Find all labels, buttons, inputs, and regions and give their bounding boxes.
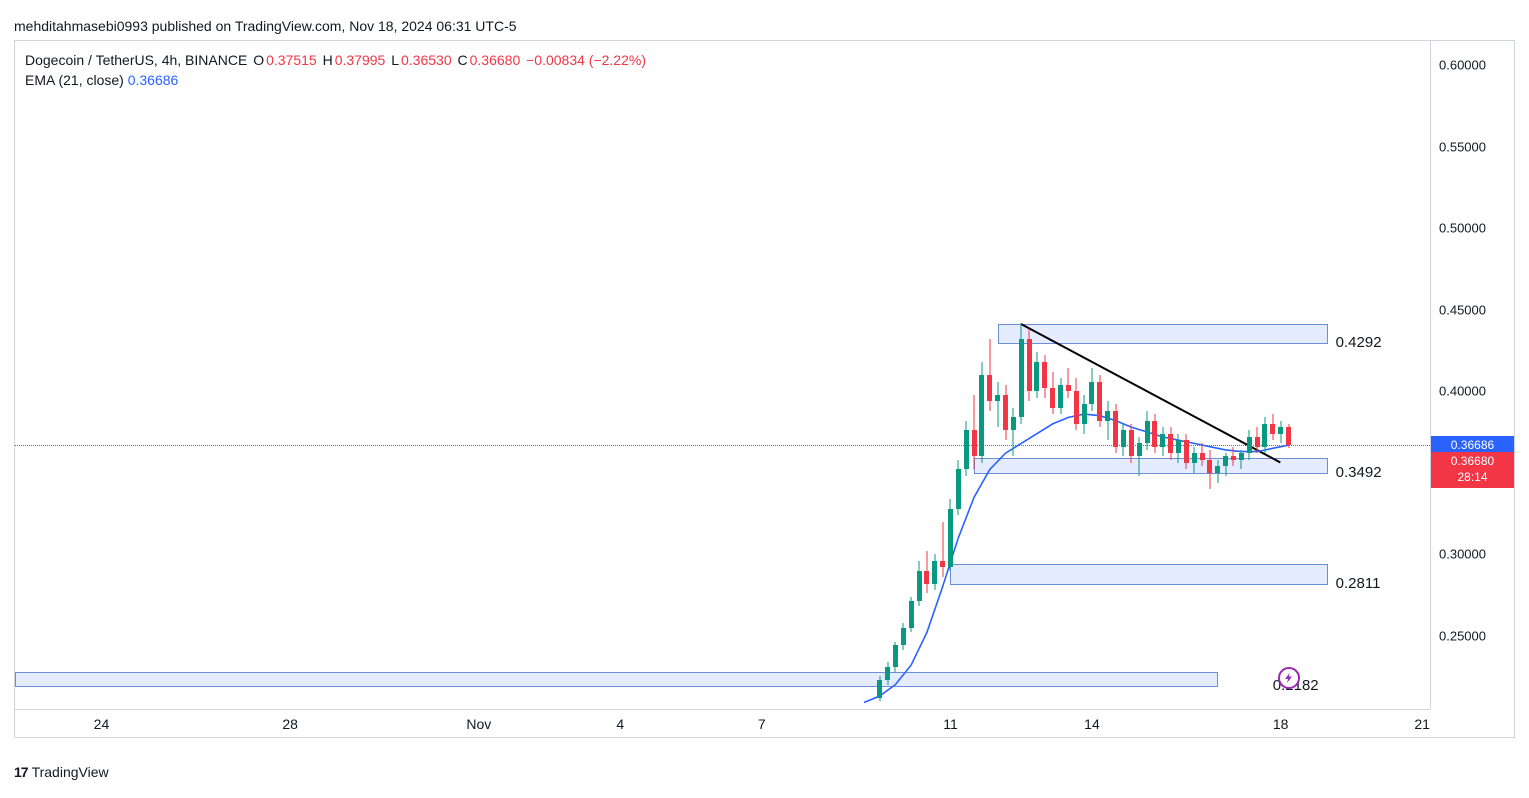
x-tick: 21 <box>1414 716 1430 732</box>
publish-info: mehditahmasebi0993 published on TradingV… <box>14 18 517 34</box>
symbol-name: Dogecoin / TetherUS, 4h, BINANCE <box>25 52 247 68</box>
chart-container[interactable]: Dogecoin / TetherUS, 4h, BINANCE O0.3751… <box>14 40 1515 738</box>
price-tag: 28:14 <box>1431 468 1514 488</box>
x-tick: 18 <box>1273 716 1289 732</box>
ohlc-open: 0.37515 <box>266 52 317 68</box>
y-tick: 0.25000 <box>1439 628 1486 643</box>
ema-name: EMA (21, close) <box>25 72 124 88</box>
x-tick: 28 <box>282 716 298 732</box>
y-tick: 0.40000 <box>1439 384 1486 399</box>
chart-legend: Dogecoin / TetherUS, 4h, BINANCE O0.3751… <box>25 51 648 90</box>
x-tick: 7 <box>758 716 766 732</box>
ema-value: 0.36686 <box>128 72 179 88</box>
plot-area[interactable]: 0.21820.28110.34920.4292 <box>15 41 1430 709</box>
y-tick: 0.45000 <box>1439 302 1486 317</box>
y-tick: 0.50000 <box>1439 221 1486 236</box>
y-tick: 0.30000 <box>1439 547 1486 562</box>
lightning-icon[interactable] <box>1278 667 1300 689</box>
ohlc-change: −0.00834 (−2.22%) <box>526 52 646 68</box>
tradingview-logo: 17TradingView <box>14 764 109 780</box>
x-tick: 14 <box>1084 716 1100 732</box>
ohlc-high: 0.37995 <box>335 52 386 68</box>
ohlc-close: 0.36680 <box>470 52 521 68</box>
y-tick: 0.55000 <box>1439 139 1486 154</box>
x-tick: 24 <box>94 716 110 732</box>
y-tick: 0.60000 <box>1439 58 1486 73</box>
y-axis[interactable]: 0.600000.550000.500000.450000.400000.350… <box>1430 41 1514 709</box>
x-tick: Nov <box>466 716 491 732</box>
x-tick: 11 <box>943 716 958 732</box>
ema-line <box>15 41 1430 709</box>
ohlc-low: 0.36530 <box>401 52 452 68</box>
x-tick: 4 <box>616 716 624 732</box>
x-axis[interactable]: 24 28 Nov 4 7 11 14 18 21 <box>15 709 1430 737</box>
